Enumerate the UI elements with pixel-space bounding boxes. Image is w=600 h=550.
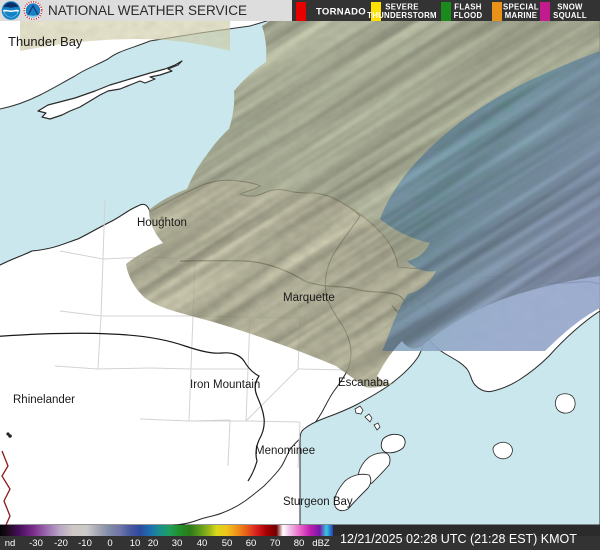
svg-text:Sturgeon Bay: Sturgeon Bay <box>283 496 353 508</box>
svg-text:SQUALL: SQUALL <box>553 11 587 20</box>
svg-text:70: 70 <box>270 538 281 549</box>
svg-text:MARINE: MARINE <box>505 11 538 20</box>
svg-text:10: 10 <box>130 538 141 549</box>
svg-text:30: 30 <box>172 538 183 549</box>
svg-text:Menominee: Menominee <box>255 445 315 457</box>
svg-text:FLOOD: FLOOD <box>454 11 483 20</box>
svg-text:nd: nd <box>5 538 16 549</box>
svg-text:Iron Mountain: Iron Mountain <box>190 379 260 391</box>
svg-text:-10: -10 <box>78 538 92 549</box>
svg-text:Marquette: Marquette <box>283 292 335 304</box>
svg-text:50: 50 <box>222 538 233 549</box>
svg-text:Rhinelander: Rhinelander <box>13 394 75 406</box>
svg-text:NATIONAL WEATHER SERVICE: NATIONAL WEATHER SERVICE <box>48 3 247 18</box>
svg-text:60: 60 <box>246 538 257 549</box>
svg-text:20: 20 <box>148 538 159 549</box>
svg-text:THUNDERSTORM: THUNDERSTORM <box>367 11 437 20</box>
svg-text:dBZ: dBZ <box>312 538 330 549</box>
svg-text:TORNADO: TORNADO <box>316 7 366 18</box>
svg-text:80: 80 <box>294 538 305 549</box>
svg-text:0: 0 <box>107 538 112 549</box>
svg-text:-30: -30 <box>29 538 43 549</box>
svg-text:-20: -20 <box>54 538 68 549</box>
svg-text:Houghton: Houghton <box>137 217 187 229</box>
svg-text:12/21/2025 02:28 UTC (21:28 ES: 12/21/2025 02:28 UTC (21:28 EST) KMOT <box>340 532 577 546</box>
svg-text:40: 40 <box>197 538 208 549</box>
svg-text:Thunder Bay: Thunder Bay <box>8 34 83 49</box>
svg-text:Escanaba: Escanaba <box>338 377 390 389</box>
